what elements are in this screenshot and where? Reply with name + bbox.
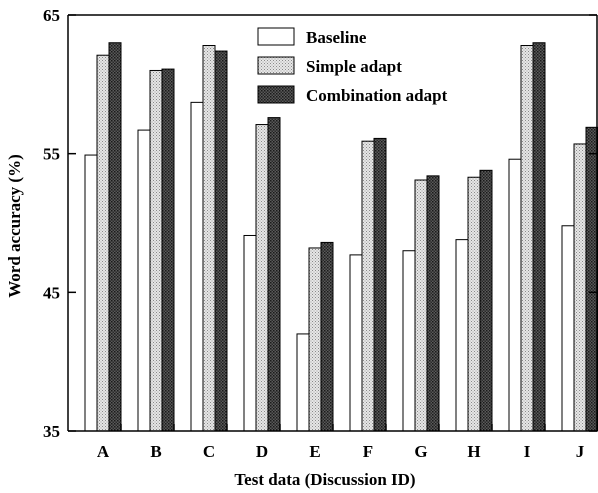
legend-label-combination-adapt: Combination adapt [306, 86, 448, 105]
bar-combination-adapt-b [161, 68, 175, 432]
bar-simple-adapt-j [573, 143, 587, 432]
legend-swatch-combination-adapt [257, 85, 295, 104]
bar-combination-adapt-a [108, 42, 122, 432]
x-tick-label-j: J [576, 442, 585, 461]
bar-baseline-e [296, 333, 310, 432]
x-tick-label-b: B [150, 442, 161, 461]
x-tick-label-e: E [309, 442, 320, 461]
legend-swatch-baseline [257, 27, 295, 46]
y-tick-label-35: 35 [43, 422, 60, 441]
bar-simple-adapt-i [520, 45, 534, 432]
legend-swatch-simple-adapt [257, 56, 295, 75]
bar-combination-adapt-h [479, 169, 493, 432]
bar-combination-adapt-e [320, 241, 334, 432]
bar-combination-adapt-g [426, 175, 440, 432]
y-tick-label-65: 65 [43, 6, 60, 25]
y-tick-label-55: 55 [43, 145, 60, 164]
bar-combination-adapt-f [373, 137, 387, 432]
bar-simple-adapt-a [96, 54, 110, 432]
bar-baseline-c [190, 101, 204, 432]
bar-baseline-b [137, 129, 151, 432]
y-axis-title: Word accuracy (%) [5, 154, 24, 298]
legend-label-simple-adapt: Simple adapt [306, 57, 402, 76]
bar-combination-adapt-j [585, 126, 598, 432]
bar-simple-adapt-e [308, 247, 322, 432]
legend: Baseline Simple adapt Combination adapt [257, 27, 448, 105]
bar-combination-adapt-d [267, 117, 281, 432]
x-tick-label-g: G [414, 442, 427, 461]
legend-label-baseline: Baseline [306, 28, 367, 47]
bar-simple-adapt-d [255, 124, 269, 432]
bar-baseline-a [84, 154, 98, 432]
bar-simple-adapt-f [361, 140, 375, 432]
x-axis-title: Test data (Discussion ID) [234, 470, 415, 489]
bar-baseline-i [508, 158, 522, 432]
bar-baseline-f [349, 254, 363, 432]
bar-combination-adapt-c [214, 50, 228, 432]
bar-simple-adapt-c [202, 45, 216, 432]
x-tick-label-c: C [203, 442, 215, 461]
x-tick-label-i: I [524, 442, 531, 461]
ticks-group: 35 45 55 65 A B C D E F G H I J [43, 6, 597, 461]
x-tick-label-a: A [97, 442, 110, 461]
x-tick-label-d: D [256, 442, 268, 461]
bar-baseline-j [561, 225, 575, 432]
bar-baseline-d [243, 234, 257, 432]
x-tick-label-f: F [363, 442, 373, 461]
bar-baseline-g [402, 250, 416, 432]
bar-baseline-h [455, 239, 469, 432]
bar-simple-adapt-h [467, 176, 481, 432]
bar-combination-adapt-i [532, 42, 546, 432]
bar-simple-adapt-g [414, 179, 428, 432]
bars-group [84, 42, 598, 432]
y-tick-label-45: 45 [43, 283, 60, 302]
bar-simple-adapt-b [149, 69, 163, 432]
x-tick-label-h: H [467, 442, 480, 461]
